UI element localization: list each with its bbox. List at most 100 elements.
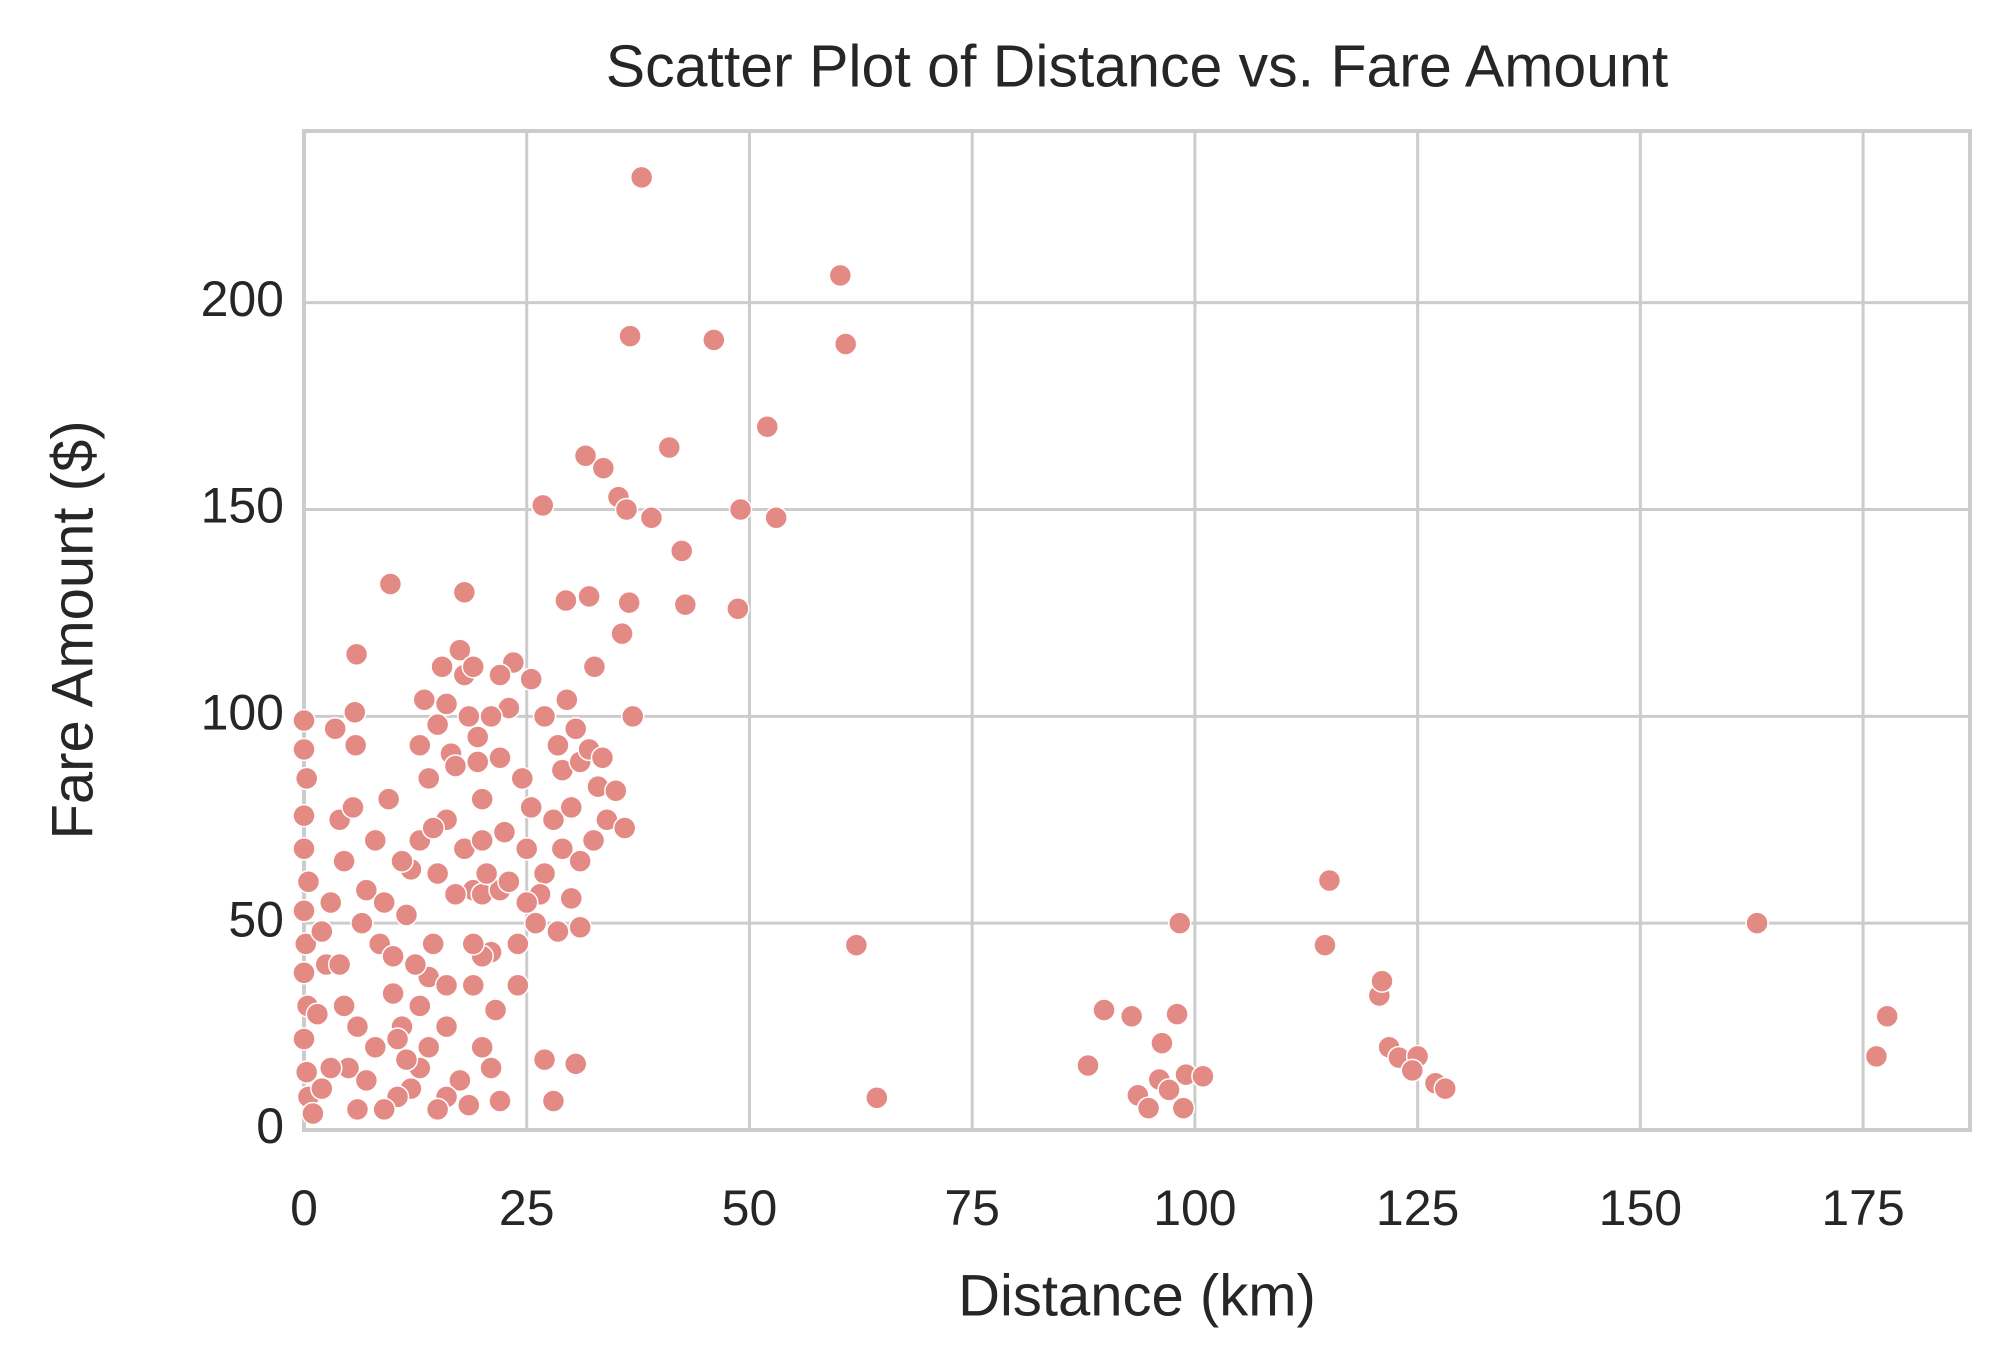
scatter-point: [617, 590, 641, 615]
scatter-point: [506, 973, 530, 997]
scatter-point: [363, 1035, 388, 1060]
scatter-point: [728, 497, 753, 522]
scatter-point: [514, 836, 539, 861]
scatter-point: [296, 870, 321, 894]
scatter-point: [657, 435, 682, 460]
scatter-point: [310, 1076, 334, 1101]
x-tick-label: 100: [1153, 1180, 1236, 1236]
x-axis-label: Distance (km): [958, 1263, 1316, 1328]
scatter-point: [305, 1002, 330, 1026]
scatter-point: [292, 708, 316, 733]
scatter-point: [343, 733, 368, 758]
scatter-point: [408, 733, 432, 758]
scatter-point: [1157, 1078, 1181, 1102]
scatter-point: [425, 712, 450, 737]
scatter-point: [492, 820, 517, 844]
x-tick-label: 50: [722, 1180, 778, 1236]
scatter-point: [1313, 933, 1337, 957]
scatter-point: [448, 638, 472, 662]
scatter-point: [865, 1085, 889, 1110]
scatter-point: [559, 795, 584, 820]
scatter-point: [332, 849, 356, 873]
scatter-point: [470, 787, 494, 811]
scatter-point: [488, 663, 512, 687]
scatter-point: [581, 828, 606, 853]
scatter-point: [702, 328, 726, 352]
scatter-point: [323, 716, 347, 741]
scatter-point: [390, 849, 414, 873]
scatter-point: [474, 861, 499, 886]
scatter-point: [465, 750, 490, 774]
scatter-point: [327, 952, 352, 977]
scatter-point: [573, 443, 598, 468]
scatter-point: [555, 688, 579, 712]
scatter-point: [1745, 911, 1769, 935]
scatter-point: [1171, 1096, 1196, 1120]
scatter-point: [425, 1097, 450, 1122]
scatter-point: [514, 890, 539, 915]
scatter-point: [563, 1052, 588, 1076]
scatter-point: [332, 994, 356, 1018]
y-tick-label: 100: [201, 685, 284, 741]
scatter-point: [764, 506, 788, 530]
scatter-point: [532, 861, 557, 886]
scatter-point: [421, 816, 445, 840]
scatter-point: [292, 803, 316, 828]
scatter-point: [354, 878, 379, 902]
scatter-point: [604, 779, 628, 803]
scatter-point: [318, 890, 343, 915]
scatter-point: [443, 754, 468, 778]
scatter-point: [519, 667, 543, 691]
scatter-point: [376, 787, 401, 811]
scatter-point: [1136, 1096, 1161, 1120]
scatter-point: [394, 1047, 419, 1072]
scatter-point: [669, 539, 694, 563]
scatter-point: [591, 456, 616, 480]
scatter-point: [673, 592, 698, 617]
scatter-point: [620, 704, 645, 729]
scatter-point: [541, 1089, 566, 1113]
scatter-point: [461, 973, 486, 997]
scatter-point: [372, 890, 396, 915]
scatter-point: [510, 766, 535, 791]
scatter-point: [554, 588, 578, 613]
scatter-point: [541, 808, 566, 832]
scatter-point: [610, 621, 634, 646]
scatter-point: [612, 816, 637, 840]
y-tick-label: 150: [201, 478, 284, 534]
scatter-point: [1191, 1064, 1215, 1088]
scatter-point: [394, 903, 419, 927]
scatter-point: [350, 911, 374, 935]
scatter-point: [483, 998, 508, 1022]
x-tick-label: 125: [1376, 1180, 1459, 1236]
scatter-point: [590, 745, 615, 770]
scatter-point: [844, 933, 869, 957]
scatter-point: [1864, 1044, 1889, 1069]
scatter-point: [434, 692, 459, 716]
scatter-point: [1150, 1031, 1174, 1055]
scatter-point: [354, 1068, 379, 1093]
scatter-point: [726, 597, 750, 621]
scatter-point: [416, 1035, 441, 1060]
scatter-point: [532, 704, 557, 729]
scatter-point: [639, 506, 664, 530]
scatter-point: [629, 165, 654, 190]
scatter-point: [310, 919, 334, 944]
scatter-point: [1076, 1053, 1100, 1078]
scatter-point: [345, 1014, 370, 1039]
scatter-point: [1119, 1004, 1144, 1028]
scatter-point: [292, 1027, 316, 1051]
scatter-point: [403, 952, 428, 977]
scatter-point: [470, 1035, 494, 1060]
scatter-point: [828, 263, 853, 288]
scatter-point: [546, 733, 570, 758]
scatter-point: [457, 704, 481, 729]
scatter-point: [523, 911, 548, 935]
scatter-point: [416, 766, 441, 791]
scatter-point: [1168, 911, 1192, 935]
scatter-point: [559, 886, 584, 911]
scatter-point: [618, 324, 642, 348]
scatter-point: [1092, 998, 1116, 1022]
scatter-point: [345, 1097, 370, 1122]
